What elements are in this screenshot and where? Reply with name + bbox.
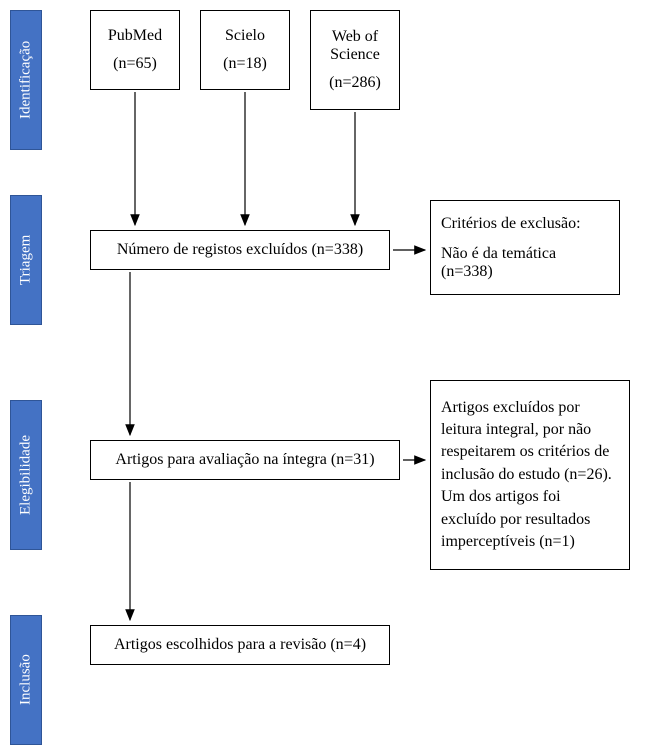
flow-arrows — [0, 0, 654, 751]
